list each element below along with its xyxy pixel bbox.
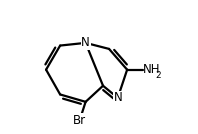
Text: Br: Br (73, 114, 86, 127)
Text: N: N (113, 91, 122, 104)
Text: 2: 2 (155, 71, 161, 80)
Text: NH: NH (143, 63, 160, 76)
Text: N: N (81, 36, 90, 49)
